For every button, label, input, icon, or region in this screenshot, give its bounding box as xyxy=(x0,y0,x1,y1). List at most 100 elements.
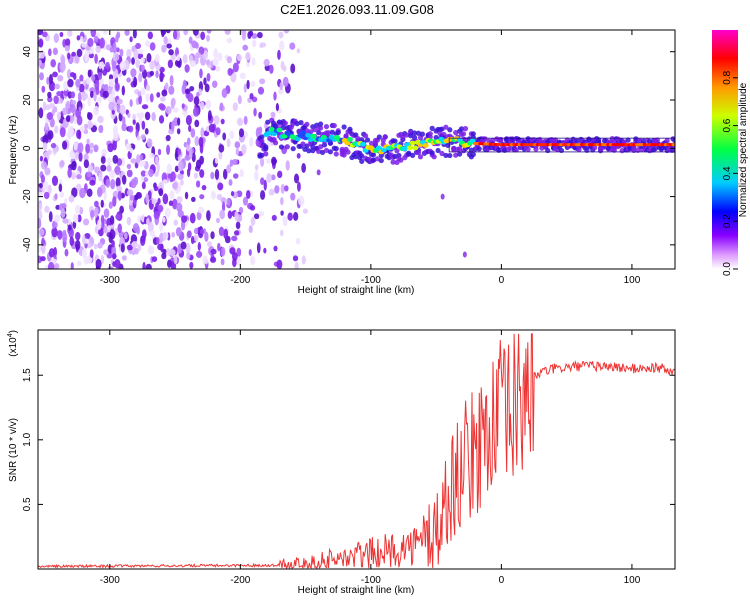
spectrogram-noise-blob xyxy=(140,235,146,246)
spectrogram-noise-blob xyxy=(220,197,227,204)
spectrogram-noise-blob xyxy=(132,119,136,125)
spectrogram-noise-blob xyxy=(124,232,128,240)
spectrogram-noise-blob xyxy=(171,120,175,132)
spectrogram-noise-blob xyxy=(94,200,99,208)
spectrogram-noise-blob xyxy=(93,144,99,153)
spectrogram-noise-blob xyxy=(222,132,227,141)
spectrogram-noise-blob xyxy=(234,141,241,149)
spectrogram-noise-blob xyxy=(154,171,159,177)
spectrogram-noise-blob xyxy=(87,69,92,78)
spectrogram-ridge-halo xyxy=(457,151,463,157)
spectrogram-ridge-halo xyxy=(282,120,288,126)
spectrogram-noise-blob xyxy=(116,31,121,39)
spectrogram-noise-blob xyxy=(279,82,283,91)
spectrogram-noise-blob xyxy=(257,86,265,95)
spectrogram-noise-blob xyxy=(137,49,144,55)
spectrogram-noise-blob xyxy=(277,49,281,60)
spectrogram-noise-blob xyxy=(93,105,100,116)
spectrogram-noise-blob xyxy=(231,252,238,262)
spectrogram-ridge-halo xyxy=(419,131,426,137)
spectrogram-noise-blob xyxy=(42,180,49,191)
spectrogram-noise-blob xyxy=(89,249,94,258)
snr-panel: -300 -200 -100 0 100 0.5 1.0 1.5 Height of str… xyxy=(7,329,676,596)
spectrogram-ridge-halo xyxy=(631,145,637,151)
spectrogram-noise-blob xyxy=(249,93,254,100)
spectrogram-noise-blob xyxy=(174,165,179,173)
spectrogram-noise-blob xyxy=(94,166,100,174)
spectrogram-noise-blob xyxy=(199,155,205,165)
spectrogram-noise-blob xyxy=(74,54,80,64)
spectrogram-ridge-halo xyxy=(294,121,300,127)
spectrogram-ridge-halo xyxy=(468,147,474,153)
spectrogram-noise-blob xyxy=(113,105,118,112)
spectrogram-noise-blob xyxy=(197,242,201,251)
spectrogram-noise-blob xyxy=(48,48,52,57)
spectrogram-noise-blob xyxy=(161,252,167,260)
spectrogram-noise-blob xyxy=(131,57,135,65)
spectrogram-noise-blob xyxy=(40,256,46,262)
spectrogram-noise-blob xyxy=(98,172,103,182)
spectrogram-noise-blob xyxy=(215,65,221,72)
spectrogram-noise-blob xyxy=(47,91,52,99)
spectrogram-noise-blob xyxy=(126,48,132,58)
snr-y-ticks: 0.5 1.0 1.5 xyxy=(22,368,675,511)
spectrogram-noise-blob xyxy=(40,161,48,170)
spectrogram-noise-blob xyxy=(103,249,109,256)
spectrogram-noise-blob xyxy=(106,225,112,231)
spectrogram-noise-blob xyxy=(78,152,83,162)
spectrogram-noise-blob xyxy=(292,255,299,262)
spectrogram-noise-blob xyxy=(212,80,218,88)
spectrogram-noise-blob xyxy=(228,68,235,74)
spectrogram-noise-blob xyxy=(290,192,296,201)
spectrogram-noise-blob xyxy=(260,177,265,185)
colorbar-tick-label: 0.8 xyxy=(722,70,733,84)
spectrogram-noise-blob xyxy=(140,88,146,96)
spectrogram-noise-blob xyxy=(121,85,125,96)
snr-y-scale: (x104) xyxy=(7,330,19,357)
spectrogram-noise-blob xyxy=(103,208,110,218)
spectrogram-ridge-halo xyxy=(513,147,520,153)
spectrogram-noise-blob xyxy=(41,237,45,247)
spectrogram-ridge-halo xyxy=(394,148,400,154)
spectrogram-noise-blob xyxy=(192,106,200,117)
spectrogram-noise-blob xyxy=(220,118,225,125)
spectrogram-noise-blob xyxy=(70,103,76,114)
spectrogram-isolated-spot xyxy=(440,193,445,200)
spectrogram-noise-blob xyxy=(133,76,138,88)
spectrogram-noise-blob xyxy=(42,142,48,151)
spectrogram-noise-blob xyxy=(57,231,63,240)
spectrogram-ridge-halo xyxy=(327,149,333,155)
spectrogram-noise-blob xyxy=(54,214,61,223)
spectrogram-noise-blob xyxy=(302,208,309,214)
spectrogram-noise-blob xyxy=(166,43,172,49)
spectrogram-noise-blob xyxy=(71,187,78,198)
spectrogram-noise-blob xyxy=(236,256,241,266)
spectrogram-noise-blob xyxy=(58,183,63,192)
spectrogram-ridge-halo xyxy=(312,126,318,133)
spectrogram-noise-blob xyxy=(161,30,165,38)
spectrogram-noise-blob xyxy=(238,206,244,214)
spectrogram-noise-blob xyxy=(38,244,42,253)
spectrogram-ridge-halo xyxy=(272,140,279,146)
spectrogram-noise-blob xyxy=(221,88,228,99)
spectrogram-noise-blob xyxy=(119,48,124,57)
spectrogram-ridge-halo xyxy=(300,141,306,147)
spectrogram-noise-blob xyxy=(111,240,115,248)
spectrogram-noise-blob xyxy=(210,171,215,180)
spectrogram-noise-blob xyxy=(241,31,247,41)
spectrogram-noise-blob xyxy=(233,230,240,236)
spectrogram-ridge-halo xyxy=(347,126,353,132)
spectrogram-noise-blob xyxy=(140,64,145,72)
spectrogram-noise-blob xyxy=(185,114,192,126)
spectrogram-noise-blob xyxy=(162,248,167,255)
spectrogram-isolated-spot xyxy=(462,251,467,258)
spectrogram-noise-blob xyxy=(116,98,123,105)
spectrogram-noise-blob xyxy=(275,103,280,112)
spectrogram-noise-blob xyxy=(148,221,154,233)
spectrogram-ridge-halo xyxy=(470,151,476,157)
spectrogram-noise-blob xyxy=(62,218,69,224)
spectrogram-x-tick-label: -200 xyxy=(230,275,250,286)
spectrogram-ridge-halo xyxy=(625,137,631,143)
spectrogram-noise-blob xyxy=(177,160,184,172)
spectrogram-isolated-spot xyxy=(316,169,321,176)
